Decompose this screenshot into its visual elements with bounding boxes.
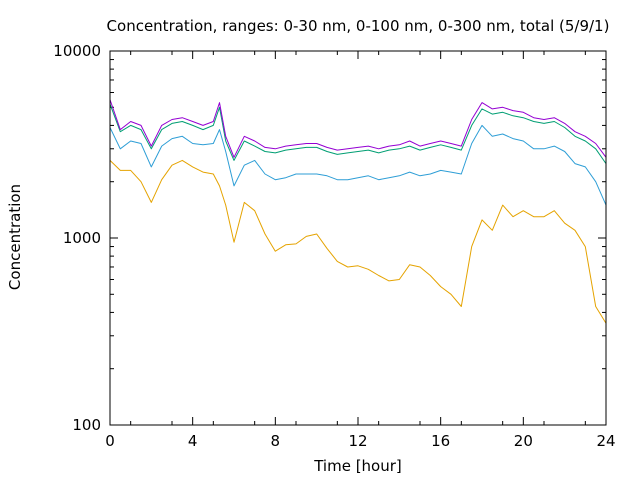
y-tick-label: 10000 <box>53 42 101 60</box>
series-line-4 <box>109 99 607 158</box>
axis-ticks: 0 4 8 12 16 20 24 100 1000 10000 <box>53 42 615 450</box>
x-tick-label: 20 <box>514 432 533 450</box>
x-tick-label: 8 <box>271 432 281 450</box>
x-axis-label: Time [hour] <box>313 457 402 475</box>
x-tick-label: 16 <box>431 432 450 450</box>
x-tick-label: 0 <box>105 432 115 450</box>
y-tick-label: 100 <box>72 416 101 434</box>
chart-title: Concentration, ranges: 0-30 nm, 0-100 nm… <box>107 17 610 35</box>
series-layer <box>109 99 607 324</box>
y-axis-label: Concentration <box>6 184 24 290</box>
series-line-1 <box>109 159 607 324</box>
y-tick-label: 1000 <box>63 229 101 247</box>
x-tick-label: 12 <box>348 432 367 450</box>
x-tick-label: 4 <box>188 432 198 450</box>
plot-frame <box>109 50 607 426</box>
x-tick-label: 24 <box>596 432 615 450</box>
series-line-2 <box>109 124 607 206</box>
series-line-3 <box>109 103 607 164</box>
